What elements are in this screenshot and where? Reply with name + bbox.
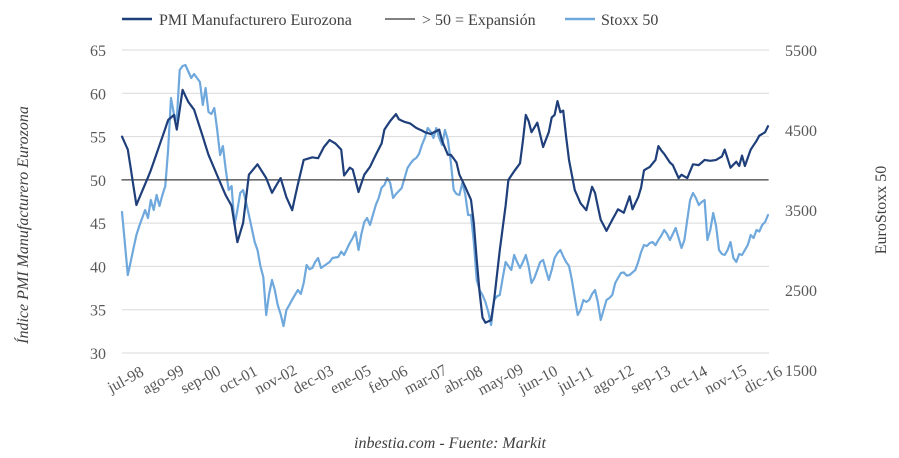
- left-tick-label: 35: [90, 303, 106, 320]
- x-tick-label: feb-06: [366, 363, 411, 398]
- x-tick-label: oct-14: [666, 363, 710, 397]
- x-tick-label: mar-07: [402, 362, 451, 399]
- left-axis-ticks: 30 35 40 45 50 55 60 65: [90, 43, 106, 363]
- legend: PMI Manufacturero Eurozona > 50 = Expans…: [122, 12, 658, 29]
- right-tick-label: 3500: [785, 203, 817, 220]
- legend-label-stoxx: Stoxx 50: [601, 12, 658, 29]
- right-axis-ticks: 1500 2500 3500 4500 5500: [785, 43, 817, 380]
- left-tick-label: 30: [90, 346, 106, 363]
- gridlines: [122, 49, 769, 354]
- x-tick-label: ene-05: [328, 362, 374, 397]
- left-tick-label: 60: [90, 86, 106, 103]
- left-tick-label: 45: [90, 216, 106, 233]
- x-tick-label: dic-16: [741, 363, 785, 397]
- series-line-stoxx: [120, 63, 770, 328]
- x-tick-label: oct-01: [216, 363, 260, 397]
- left-axis-title: Índice PMI Manufacturero Eurozona: [13, 106, 32, 345]
- right-axis-title: EuroStoxx 50: [873, 166, 890, 254]
- x-tick-label: jul-11: [554, 364, 596, 397]
- x-tick-label: jul-98: [104, 364, 147, 397]
- legend-label-threshold: > 50 = Expansión: [422, 12, 536, 29]
- series-lines: [120, 63, 770, 328]
- left-tick-label: 50: [90, 173, 106, 190]
- source-caption: inbestia.com - Fuente: Markit: [354, 435, 547, 452]
- x-tick-label: dec-03: [290, 362, 336, 397]
- x-tick-label: nov-02: [252, 362, 300, 398]
- left-tick-label: 40: [90, 259, 106, 276]
- right-tick-label: 1500: [785, 363, 817, 380]
- x-axis-ticks: jul-98ago-99sep-00oct-01nov-02dec-03ene-…: [104, 361, 785, 399]
- right-tick-label: 5500: [785, 43, 817, 60]
- right-tick-label: 2500: [785, 283, 817, 300]
- left-tick-label: 65: [90, 43, 106, 60]
- legend-label-pmi: PMI Manufacturero Eurozona: [159, 12, 352, 29]
- x-tick-label: ago-12: [590, 362, 637, 398]
- series-line-pmi: [120, 88, 770, 324]
- x-tick-label: ago-99: [140, 362, 187, 398]
- left-tick-label: 55: [90, 130, 106, 147]
- right-tick-label: 4500: [785, 123, 817, 140]
- x-tick-label: sep-13: [628, 363, 674, 398]
- x-tick-label: nov-15: [702, 362, 750, 398]
- x-tick-label: sep-00: [178, 363, 224, 398]
